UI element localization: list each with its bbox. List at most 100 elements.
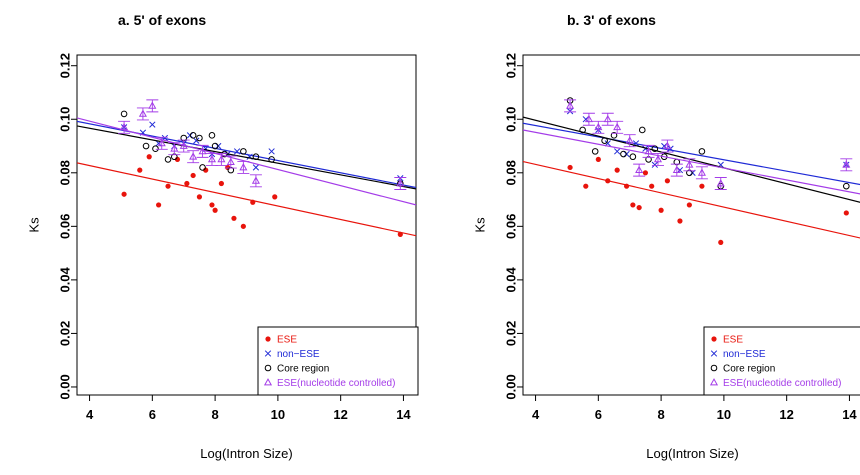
y-tick-label: 0.06 xyxy=(504,214,519,239)
legend-label: Core region xyxy=(723,364,775,375)
data-point xyxy=(592,149,598,155)
x-tick-label: 8 xyxy=(211,407,218,422)
x-tick-label: 14 xyxy=(396,407,411,422)
y-tick-label: 0.00 xyxy=(58,374,73,399)
y-tick-label: 0.12 xyxy=(504,53,519,78)
legend-label: non−ESE xyxy=(723,349,766,360)
y-axis-label: Ks xyxy=(473,217,488,233)
x-tick-label: 14 xyxy=(842,407,857,422)
data-point xyxy=(250,200,255,205)
data-point xyxy=(241,224,246,229)
data-point xyxy=(677,218,682,223)
data-point xyxy=(137,168,142,173)
data-point xyxy=(219,181,224,186)
fit-line xyxy=(523,130,860,194)
data-point xyxy=(197,194,202,199)
legend-label: non−ESE xyxy=(277,349,320,360)
data-point xyxy=(637,205,642,210)
plot-data xyxy=(77,100,416,237)
x-tick-label: 10 xyxy=(271,407,285,422)
fit-line xyxy=(523,117,860,203)
legend-marker xyxy=(711,336,716,341)
data-point xyxy=(121,111,127,117)
legend-marker xyxy=(265,336,270,341)
data-point xyxy=(630,154,636,160)
data-point xyxy=(231,216,236,221)
data-point xyxy=(153,146,159,152)
data-point xyxy=(665,178,670,183)
chart-title: b. 3' of exons xyxy=(567,12,656,28)
data-point xyxy=(269,149,275,155)
data-point xyxy=(699,149,705,155)
data-point xyxy=(699,184,704,189)
data-point xyxy=(272,194,277,199)
data-point xyxy=(687,202,692,207)
data-point xyxy=(844,183,850,189)
x-tick-label: 12 xyxy=(779,407,793,422)
data-point xyxy=(165,184,170,189)
fit-line xyxy=(523,162,860,239)
data-point xyxy=(621,151,627,157)
data-point xyxy=(596,157,601,162)
y-tick-label: 0.06 xyxy=(58,214,73,239)
data-point xyxy=(718,240,723,245)
legend-label: ESE xyxy=(277,335,297,346)
x-tick-label: 12 xyxy=(333,407,347,422)
data-point xyxy=(615,168,620,173)
data-point xyxy=(398,232,403,237)
data-point xyxy=(652,162,658,168)
data-point xyxy=(659,208,664,213)
data-point xyxy=(602,138,608,144)
plot-data xyxy=(523,98,860,245)
data-point xyxy=(213,208,218,213)
y-tick-label: 0.02 xyxy=(504,321,519,346)
data-point xyxy=(143,143,149,149)
y-tick-label: 0.04 xyxy=(58,266,73,292)
data-point xyxy=(197,135,203,141)
legend: ESE non−ESE Core region ESE(nucleotide cont… xyxy=(704,327,860,395)
data-point xyxy=(191,173,196,178)
y-tick-label: 0.08 xyxy=(504,160,519,185)
data-point xyxy=(190,133,196,139)
data-point xyxy=(234,149,240,155)
data-point xyxy=(639,127,645,133)
x-tick-label: 8 xyxy=(657,407,664,422)
data-point xyxy=(209,202,214,207)
data-point xyxy=(147,154,152,159)
data-point xyxy=(209,133,215,139)
data-point xyxy=(150,122,156,128)
data-point xyxy=(605,178,610,183)
data-point xyxy=(184,181,189,186)
data-point xyxy=(253,165,259,171)
y-tick-label: 0.02 xyxy=(58,321,73,346)
fit-line xyxy=(77,126,416,189)
data-point xyxy=(165,157,171,163)
data-point xyxy=(121,192,126,197)
y-tick-label: 0.10 xyxy=(504,107,519,132)
legend-label: Core region xyxy=(277,364,329,375)
legend-label: ESE(nucleotide controlled) xyxy=(723,378,841,389)
x-axis-label: Log(Intron Size) xyxy=(200,446,293,461)
x-tick-label: 10 xyxy=(717,407,731,422)
legend-label: ESE(nucleotide controlled) xyxy=(277,378,395,389)
data-point xyxy=(649,184,654,189)
data-point xyxy=(624,184,629,189)
x-tick-label: 4 xyxy=(86,407,94,422)
y-tick-label: 0.04 xyxy=(504,266,519,292)
x-tick-label: 6 xyxy=(595,407,602,422)
y-tick-label: 0.00 xyxy=(504,374,519,399)
x-tick-label: 4 xyxy=(532,407,540,422)
legend: ESE non−ESE Core region ESE(nucleotide cont… xyxy=(258,327,418,395)
data-point xyxy=(614,149,620,155)
data-point xyxy=(200,165,206,171)
data-point xyxy=(567,165,572,170)
y-tick-label: 0.08 xyxy=(58,160,73,185)
legend-label: ESE xyxy=(723,335,743,346)
data-point xyxy=(583,184,588,189)
data-point xyxy=(844,210,849,215)
chart-title: a. 5' of exons xyxy=(118,12,206,28)
data-point xyxy=(643,170,648,175)
data-point xyxy=(156,202,161,207)
